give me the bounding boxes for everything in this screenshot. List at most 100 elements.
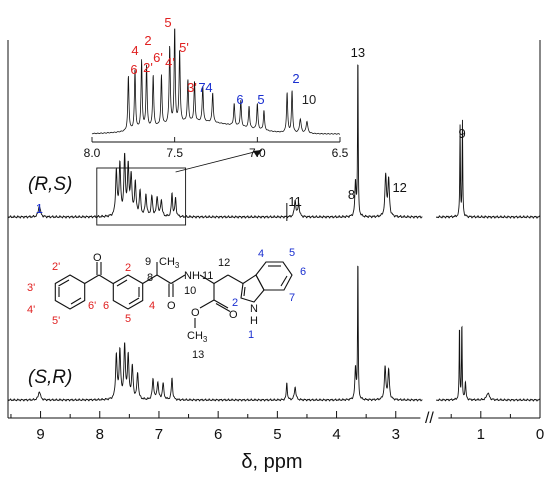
ester-co-1 bbox=[213, 299, 229, 309]
x-tick-label: 5 bbox=[273, 426, 281, 443]
label-2: 2 bbox=[125, 262, 131, 274]
inset-peak-label: 2 bbox=[144, 33, 151, 48]
inset-peak-label: 7 bbox=[198, 80, 205, 95]
label-6: 6 bbox=[103, 300, 109, 312]
inset-peak-label: 10 bbox=[302, 92, 316, 107]
pyrrole-double bbox=[243, 286, 246, 297]
label-5: 5 bbox=[125, 313, 131, 325]
label-9: 9 bbox=[145, 256, 151, 268]
x-tick-label: 3 bbox=[392, 426, 400, 443]
x-tick-label: 1 bbox=[477, 426, 485, 443]
c12-indole-bond bbox=[227, 274, 244, 284]
benzoyl-ring-double-1 bbox=[58, 279, 70, 287]
indole-n: N bbox=[250, 303, 258, 315]
zoom-box bbox=[96, 167, 187, 226]
label-3prime: 3' bbox=[27, 282, 35, 294]
x-tick-label: 7 bbox=[155, 426, 163, 443]
inset-peak-label: 4 bbox=[131, 43, 138, 58]
x-axis-label: δ, ppm bbox=[241, 451, 302, 473]
central-ring-double-1 bbox=[116, 279, 128, 287]
inset-peak-label: 5 bbox=[164, 15, 171, 30]
c11-c12-bond bbox=[213, 274, 229, 284]
label-13: 13 bbox=[192, 349, 204, 361]
axis-frame: // bbox=[7, 40, 541, 427]
trace-rs bbox=[7, 64, 423, 219]
indole-double-2 bbox=[280, 275, 288, 287]
inset-tick-label: 7.5 bbox=[166, 146, 183, 160]
indole-benzene-ring bbox=[255, 261, 293, 291]
x-tick-label: 6 bbox=[214, 426, 222, 443]
inset-tick-label: 8.0 bbox=[84, 146, 101, 160]
indole-label-4: 4 bbox=[258, 248, 264, 260]
indole-label-1: 1 bbox=[248, 329, 254, 341]
peak-label-1: 1 bbox=[36, 201, 43, 216]
peak-label-13: 13 bbox=[351, 45, 365, 60]
ch3-top-sub: 3 bbox=[175, 261, 180, 270]
inset-trace bbox=[91, 28, 341, 135]
ch3-top-main: CH bbox=[159, 256, 175, 268]
x-tick-label: 0 bbox=[536, 426, 544, 443]
series-label-rs: (R,S) bbox=[28, 174, 72, 195]
label-11: 11 bbox=[202, 270, 213, 282]
x-tick-label: 4 bbox=[332, 426, 340, 443]
zoom-arrow-head bbox=[253, 150, 262, 157]
inset-peak-label: 6' bbox=[153, 50, 163, 65]
label-10: 10 bbox=[184, 285, 196, 297]
ch3-bottom: CH3 bbox=[187, 330, 208, 344]
n-c11-bond bbox=[199, 274, 215, 284]
label-12: 12 bbox=[218, 257, 230, 269]
peak-label-8: 8 bbox=[348, 187, 355, 202]
inset-tick-label: 6.5 bbox=[332, 146, 349, 160]
inset-peak-label: 4' bbox=[165, 55, 175, 70]
inset-peak-label: 5 bbox=[257, 92, 264, 107]
series-label-sr: (S,R) bbox=[28, 367, 72, 388]
peak-label-12: 12 bbox=[392, 180, 406, 195]
trace-sr bbox=[435, 325, 541, 402]
amide-nh: NH bbox=[184, 270, 200, 282]
c10-bond bbox=[156, 274, 172, 284]
zoom-arrow-line bbox=[175, 149, 263, 173]
indole-label-7: 7 bbox=[289, 292, 295, 304]
c8-bond bbox=[142, 274, 158, 284]
ester-co-2 bbox=[215, 303, 231, 312]
label-2prime: 2' bbox=[52, 261, 60, 273]
benzoyl-ring-double-2 bbox=[70, 297, 82, 305]
x-tick-label: 8 bbox=[96, 426, 104, 443]
inset-peak-label: 5' bbox=[179, 40, 189, 55]
inset-peak-label: 6 bbox=[236, 92, 243, 107]
peak-label-11: 11 bbox=[288, 194, 302, 209]
central-ring bbox=[112, 274, 144, 310]
trace-sr bbox=[7, 265, 423, 402]
peak-label-9: 9 bbox=[458, 126, 465, 141]
structure-labels: O 2' 3' 4' 5' 6' 2 4 5 6 8 9 CH3 O 10 NH… bbox=[27, 247, 306, 361]
ester-oxygen-1: O bbox=[229, 309, 238, 321]
ketone-oxygen: O bbox=[93, 252, 102, 264]
pyrrole-ring bbox=[240, 274, 265, 303]
ch3-bottom-sub: 3 bbox=[203, 335, 208, 344]
inset-peak-label: 4 bbox=[205, 80, 212, 95]
indole-label-2: 2 bbox=[232, 297, 238, 309]
inset-peak-label: 2' bbox=[143, 60, 153, 75]
ketone-bond-right bbox=[98, 274, 114, 284]
amide-n-bond bbox=[170, 274, 186, 284]
inset-peak-label: 6 bbox=[130, 62, 137, 77]
inset-peak-label: 2 bbox=[292, 71, 299, 86]
ester-o-bond bbox=[199, 299, 215, 309]
label-4: 4 bbox=[149, 300, 155, 312]
inset-peak-label: 3' bbox=[187, 80, 197, 95]
indole-h: H bbox=[250, 315, 258, 327]
indole-label-6: 6 bbox=[300, 266, 306, 278]
ch3-top: CH3 bbox=[159, 256, 180, 270]
amide-oxygen: O bbox=[167, 300, 176, 312]
label-6prime: 6' bbox=[88, 300, 96, 312]
benzoyl-ring bbox=[54, 274, 86, 310]
x-tick-label: 9 bbox=[36, 426, 44, 443]
ch3-bottom-main: CH bbox=[187, 330, 203, 342]
label-5prime: 5' bbox=[52, 315, 60, 327]
label-8: 8 bbox=[147, 272, 153, 284]
axis-break-mark: // bbox=[425, 410, 434, 427]
